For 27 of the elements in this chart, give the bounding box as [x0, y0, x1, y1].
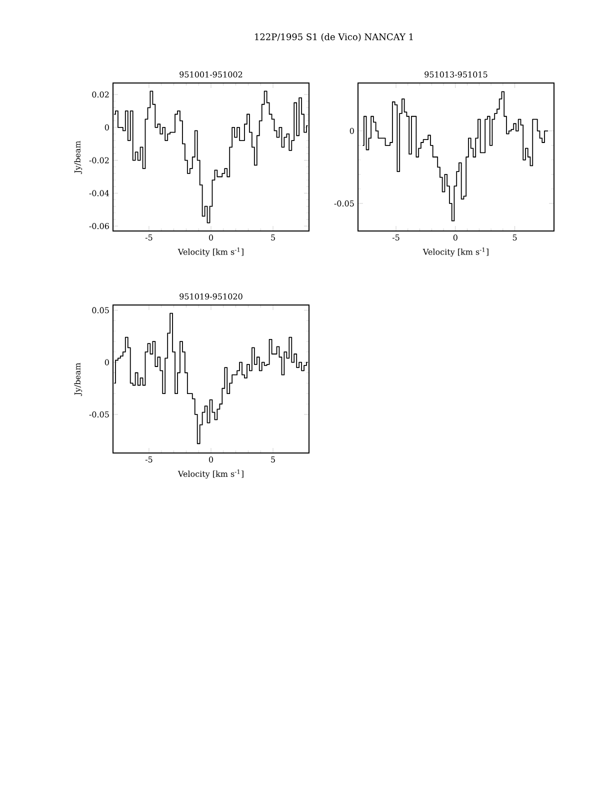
text: 122P/1995 S1 (de Vico) NANCAY 1	[255, 33, 413, 42]
y-tick-label: -0.04	[89, 190, 110, 196]
x-tick-label: 5	[271, 456, 275, 462]
x-tick-label: 5	[271, 234, 275, 240]
chart-title: 951019-951020	[180, 293, 242, 300]
x-tick-label: -5	[392, 234, 400, 240]
y-tick-label: -0.06	[89, 223, 109, 230]
x-tick-label: 0	[208, 456, 214, 463]
x-tick-label: 0	[453, 234, 458, 241]
y-tick-label: -0.02	[89, 157, 109, 164]
y-tick-label: -0.05	[334, 200, 354, 206]
y-tick-label: 0.02	[92, 91, 109, 98]
x-axis-title: Velocity [km s$^{-1}$]	[178, 247, 244, 257]
x-tick-label: -5	[145, 234, 152, 240]
chart-title: 951013-951015	[424, 71, 488, 78]
y-tick-label: 0	[104, 359, 109, 366]
chart-title: 951001-951002	[180, 71, 242, 78]
x-tick-label: 0	[208, 234, 214, 241]
y-axis-title: Jy/beam	[74, 362, 82, 396]
y-tick-label: -0.05	[89, 411, 109, 418]
y-tick-label: 0.05	[92, 307, 109, 314]
x-tick-label: 5	[512, 234, 517, 240]
x-axis-title: Velocity [km s$^{-1}$]	[422, 247, 488, 256]
y-tick-label: 0	[104, 124, 109, 130]
y-axis-title: Jy/beam	[74, 140, 82, 174]
x-tick-label: -5	[145, 456, 152, 462]
x-axis-title: Velocity [km s$^{-1}$]	[178, 469, 244, 478]
